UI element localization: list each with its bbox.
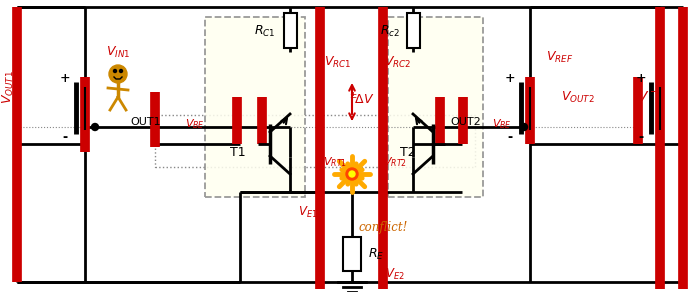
Bar: [388, 17, 483, 197]
Circle shape: [521, 124, 528, 131]
Text: $V_{BE}$: $V_{BE}$: [185, 117, 205, 131]
Bar: [205, 17, 305, 197]
Text: $R_{C1}$: $R_{C1}$: [254, 23, 276, 39]
Text: $^{\pm}\!\Delta V$: $^{\pm}\!\Delta V$: [349, 92, 375, 108]
Text: $V^-$: $V^-$: [637, 90, 659, 104]
Text: $V_{RT1}$: $V_{RT1}$: [323, 155, 347, 169]
Text: -: -: [508, 131, 512, 143]
Circle shape: [349, 171, 355, 177]
Bar: [343, 237, 361, 271]
Text: OUT1: OUT1: [130, 117, 160, 127]
Text: +: +: [60, 72, 70, 84]
Bar: [155, 115, 475, 167]
Text: +: +: [636, 72, 646, 84]
Text: $V_{OUT2}$: $V_{OUT2}$: [561, 89, 595, 105]
Text: conflict!: conflict!: [358, 220, 407, 234]
Text: -: -: [638, 131, 643, 143]
Text: $V_{E2}$: $V_{E2}$: [385, 266, 405, 281]
Circle shape: [92, 124, 99, 131]
Bar: [407, 13, 419, 48]
Text: OUT2: OUT2: [450, 117, 481, 127]
Circle shape: [120, 69, 122, 72]
Text: $V_{IN1}$: $V_{IN1}$: [106, 44, 130, 60]
Text: $V_{E1}$: $V_{E1}$: [298, 204, 318, 220]
Text: $V_{OUT1}$: $V_{OUT1}$: [1, 70, 15, 104]
Text: +: +: [505, 72, 515, 84]
Text: $V_{RT2}$: $V_{RT2}$: [383, 155, 407, 169]
Text: $V_{RC1}$: $V_{RC1}$: [324, 54, 351, 69]
Text: -: -: [62, 131, 68, 143]
Text: $V_{REF}$: $V_{REF}$: [547, 49, 573, 65]
Text: $R_E$: $R_E$: [368, 246, 384, 262]
Bar: [284, 13, 297, 48]
Text: T1: T1: [230, 145, 246, 159]
Circle shape: [346, 168, 358, 180]
Circle shape: [109, 65, 127, 83]
Circle shape: [113, 69, 116, 72]
Text: $R_{c2}$: $R_{c2}$: [380, 23, 400, 39]
Text: T2: T2: [400, 145, 416, 159]
Text: $V_{RC2}$: $V_{RC2}$: [384, 54, 412, 69]
Text: $V_{BE}$: $V_{BE}$: [492, 117, 512, 131]
